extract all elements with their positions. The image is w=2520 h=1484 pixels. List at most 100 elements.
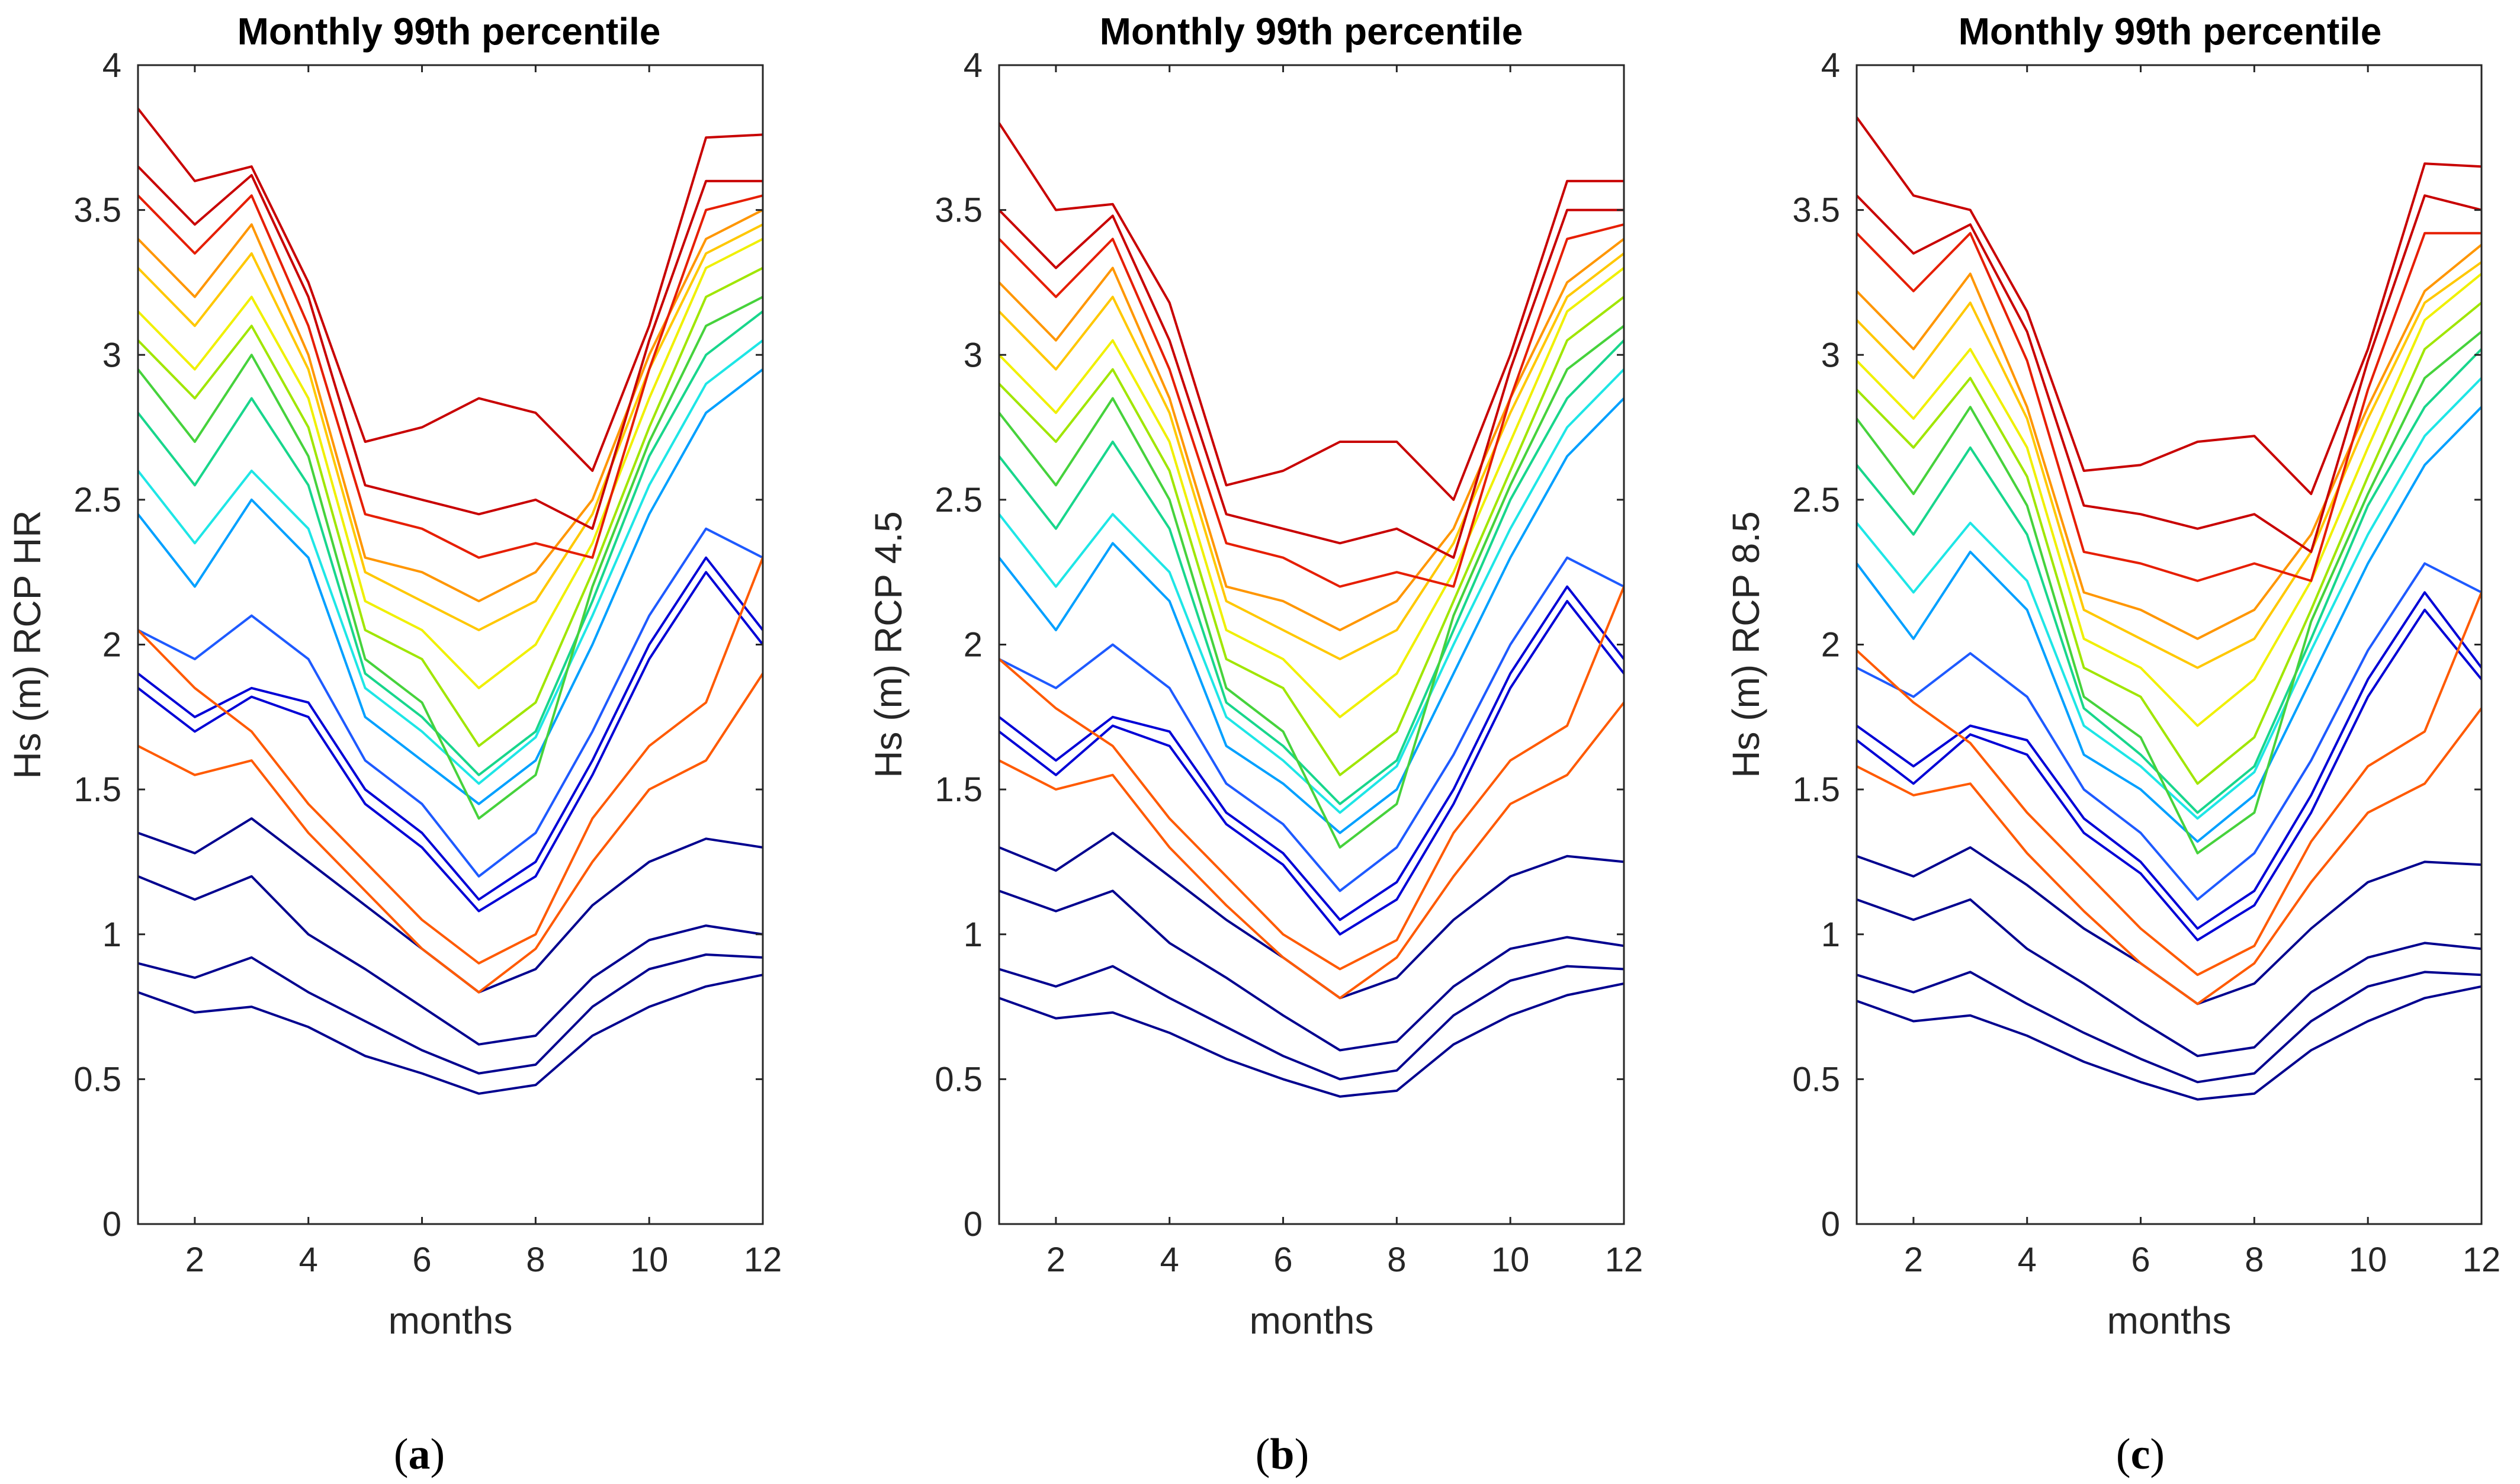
- series-line: [999, 266, 1624, 718]
- series-line: [1857, 562, 2482, 901]
- caption-close-paren: ): [1295, 1430, 1309, 1479]
- series-line: [138, 237, 763, 689]
- series-line: [138, 556, 763, 901]
- series-line: [138, 194, 763, 559]
- panel-c: 0 0.5 1 1.5 2 2.5 3 3.5 4 2 4 6 8 10 12 Monthly 99th pe…: [1725, 10, 2500, 1479]
- series-line: [999, 397, 1624, 834]
- series-line: [999, 122, 1624, 501]
- panel-caption: (c): [2116, 1430, 2165, 1479]
- x-tick-label: 6: [412, 1241, 431, 1279]
- y-tick-label: 0.5: [73, 1060, 121, 1098]
- series-line: [1857, 591, 2482, 930]
- caption-close-paren: ): [2150, 1430, 2165, 1479]
- series-line: [138, 165, 763, 530]
- series-line: [999, 982, 1624, 1098]
- y-tick-label: 3: [964, 336, 983, 374]
- series-line: [1857, 243, 2482, 640]
- y-tick-label: 1.5: [935, 770, 983, 809]
- series-line: [999, 252, 1624, 660]
- x-tick-label: 2: [1904, 1241, 1923, 1279]
- y-tick-label: 1: [964, 916, 983, 954]
- y-tick-label: 2: [964, 626, 983, 664]
- series-line: [1857, 272, 2482, 727]
- series-line: [138, 557, 763, 965]
- series-line: [999, 237, 1624, 631]
- y-axis-label: Hs (m) RCP HR: [6, 510, 49, 779]
- x-tick-label: 4: [1160, 1241, 1179, 1279]
- y-tick-label: 4: [964, 46, 983, 85]
- y-tick-label: 0: [102, 1205, 121, 1244]
- x-tick-label: 4: [2018, 1241, 2037, 1279]
- y-axis-label: Hs (m) RCP 4.5: [867, 511, 910, 778]
- series-line: [138, 974, 763, 1095]
- x-tick-label: 2: [185, 1241, 204, 1279]
- y-tick-label: 0: [1821, 1205, 1840, 1244]
- series-line: [138, 368, 763, 805]
- panel-b: 0 0.5 1 1.5 2 2.5 3 3.5 4 2 4 6 8 10 12 Monthly 99th pe…: [867, 10, 1643, 1479]
- series-line: [1857, 261, 2482, 669]
- y-tick-label: 3: [1821, 336, 1840, 374]
- caption-letter: b: [1270, 1430, 1294, 1479]
- series-line: [1857, 301, 2482, 785]
- y-tick-label: 2.5: [73, 481, 121, 519]
- y-tick-label: 2.5: [935, 481, 983, 519]
- x-tick-label: 12: [744, 1241, 782, 1279]
- x-tick-label: 2: [1046, 1241, 1065, 1279]
- series-line: [1857, 592, 2482, 977]
- caption-close-paren: ): [431, 1430, 445, 1479]
- y-tick-label: 1.5: [1792, 770, 1840, 809]
- series-line: [999, 339, 1624, 805]
- series-line: [999, 600, 1624, 936]
- series-line: [138, 310, 763, 776]
- x-tick-label: 8: [526, 1241, 545, 1279]
- series-line: [999, 556, 1624, 892]
- x-axis-label: months: [389, 1299, 513, 1342]
- series-line: [999, 295, 1624, 776]
- y-tick-label: 2.5: [1792, 481, 1840, 519]
- series-line: [138, 571, 763, 913]
- caption-letter: a: [409, 1430, 431, 1479]
- series-line: [138, 295, 763, 820]
- y-tick-label: 3.5: [73, 191, 121, 230]
- series-line: [999, 368, 1624, 814]
- y-tick-label: 1: [102, 916, 121, 954]
- series-line: [1857, 608, 2482, 942]
- y-tick-label: 0: [964, 1205, 983, 1244]
- x-tick-label: 10: [1491, 1241, 1530, 1279]
- series-line: [999, 965, 1624, 1081]
- x-tick-label: 10: [630, 1241, 669, 1279]
- chart-title: Monthly 99th percentile: [237, 10, 661, 53]
- series-line: [1857, 898, 2482, 1058]
- panel-caption: (a): [394, 1430, 445, 1479]
- series-line: [1857, 116, 2482, 496]
- series-line: [1857, 348, 2482, 814]
- series-line: [999, 702, 1624, 1000]
- y-tick-label: 0.5: [1792, 1060, 1840, 1098]
- series-line: [1857, 985, 2482, 1101]
- chart-title: Monthly 99th percentile: [1959, 10, 2382, 53]
- y-tick-label: 2: [1821, 626, 1840, 664]
- series-line: [1857, 194, 2482, 553]
- series-group: [1857, 116, 2482, 1101]
- chart-title: Monthly 99th percentile: [1100, 10, 1523, 53]
- series-line: [999, 208, 1624, 559]
- y-tick-label: 4: [1821, 46, 1840, 85]
- x-tick-label: 8: [1387, 1241, 1406, 1279]
- y-tick-label: 2: [102, 626, 121, 664]
- series-line: [138, 266, 763, 747]
- series-line: [1857, 330, 2482, 855]
- x-axis-label: months: [2107, 1299, 2232, 1342]
- panel-a: 0 0.5 1 1.5 2 2.5 3 3.5 4 2 4 6 8 10 12 Monthly 99th pe…: [6, 10, 782, 1479]
- series-group: [138, 108, 763, 1095]
- caption-open-paren: (: [2116, 1430, 2131, 1479]
- series-line: [138, 208, 763, 603]
- series-line: [1857, 232, 2482, 582]
- series-line: [138, 875, 763, 1046]
- series-line: [999, 585, 1624, 921]
- series-line: [138, 953, 763, 1075]
- y-axis-label: Hs (m) RCP 8.5: [1725, 511, 1767, 778]
- caption-open-paren: (: [1256, 1430, 1270, 1479]
- series-line: [999, 586, 1624, 971]
- y-tick-label: 3.5: [1792, 191, 1840, 230]
- series-group: [999, 122, 1624, 1098]
